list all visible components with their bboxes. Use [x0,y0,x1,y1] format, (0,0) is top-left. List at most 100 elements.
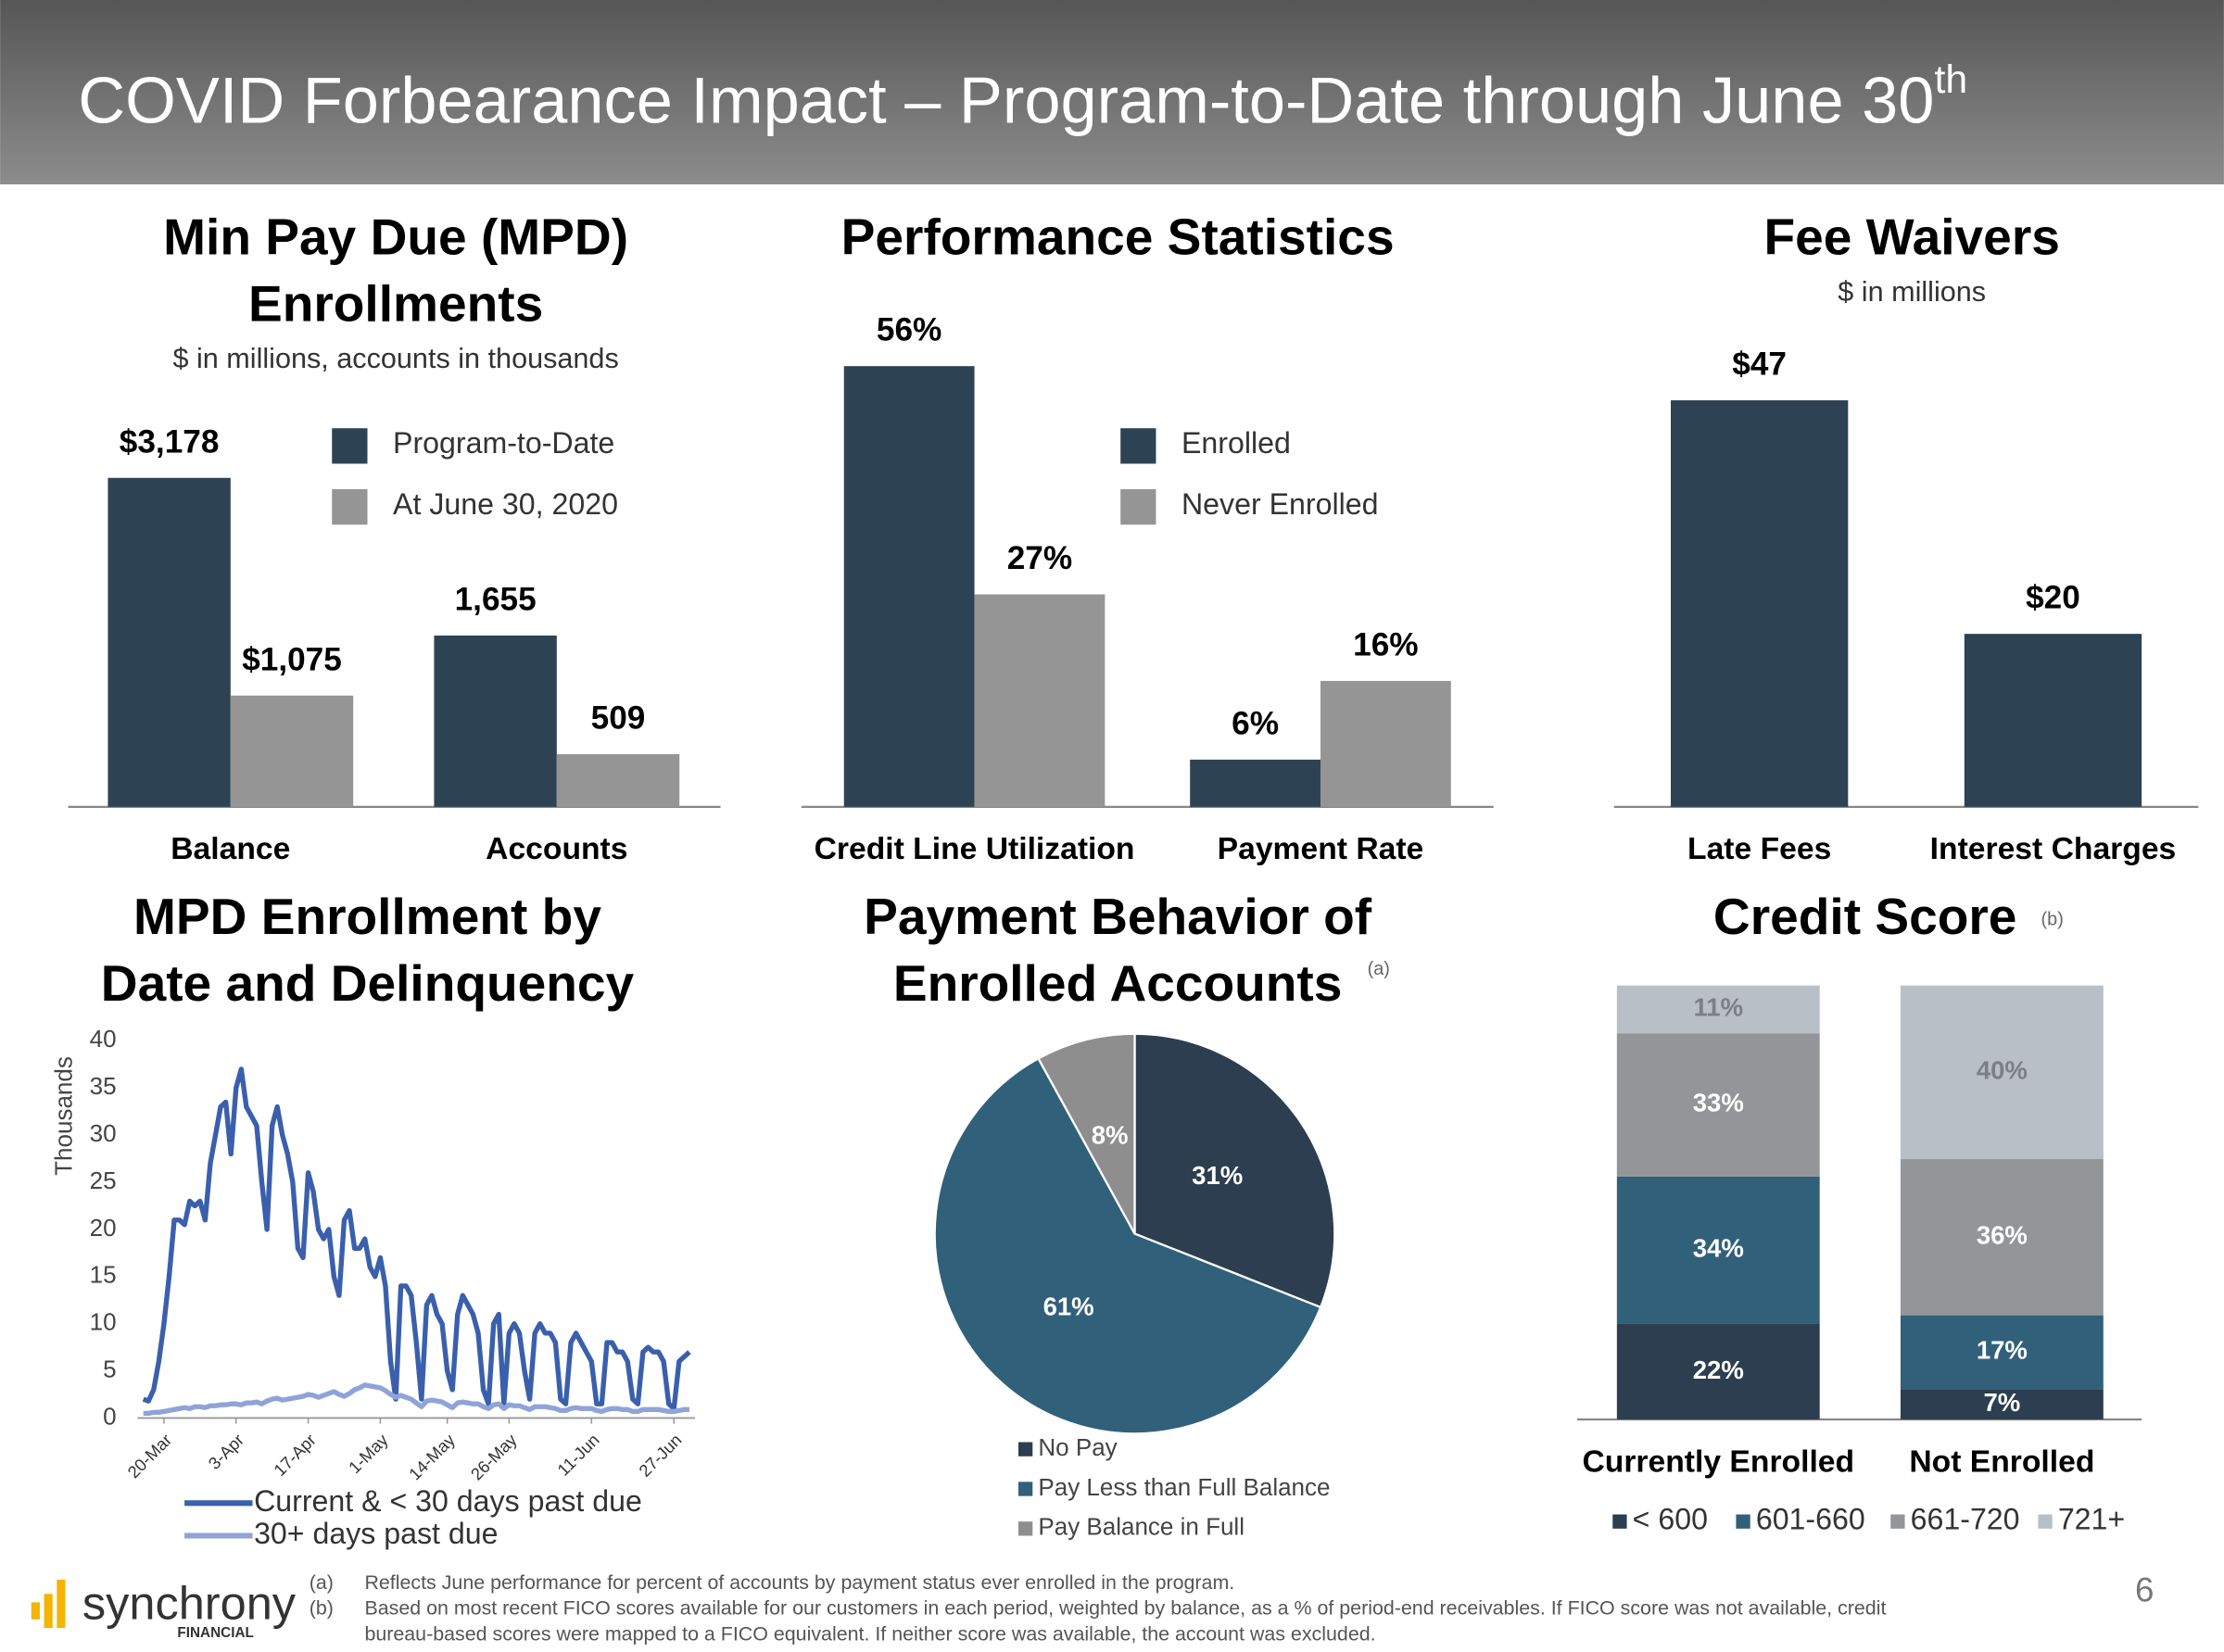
legend-swatch [1017,1521,1033,1536]
data-label: 31% [1192,1161,1243,1190]
title-note: (b) [2041,910,2064,930]
bar [1320,680,1451,807]
chart-title: Date and Delinquency [101,954,635,1012]
bar [1190,759,1320,807]
chart-title: Min Pay Due (MPD) [163,208,628,266]
legend-label: At June 30, 2020 [393,487,618,521]
x-tick-label: 3-Apr [205,1430,248,1473]
chart-subtitle: $ in millions [1838,276,1986,308]
x-tick-label: Balance [171,832,290,866]
bar [107,477,231,807]
chart-title: Performance Statistics [841,208,1395,266]
data-label: $20 [2026,580,2080,616]
data-label: 509 [591,700,646,737]
data-label: 1,655 [455,582,537,618]
data-label: 11% [1693,993,1743,1022]
data-label: 36% [1977,1221,2028,1250]
chart-subtitle: $ in millions, accounts in thousands [172,343,618,374]
footnote-marker: (b) [310,1597,334,1620]
title-superscript: th [1934,57,1967,102]
bar-segment [1900,1315,2104,1390]
bar-segment [1900,985,2104,1160]
legend-label: Program-to-Date [393,426,614,460]
chart-title: Credit Score [1713,888,2017,945]
legend-label: 661-720 [1911,1503,2020,1536]
legend-swatch [1120,489,1156,525]
data-label: $3,178 [120,423,220,460]
y-tick-label: 5 [103,1355,116,1382]
x-tick-label: Payment Rate [1218,832,1424,866]
chart-title: MPD Enrollment by [133,888,601,945]
chart-title: Enrolled Accounts [893,954,1343,1012]
legend-label: < 600 [1633,1503,1708,1536]
legend-label: No Pay [1038,1433,1117,1461]
data-label: 17% [1977,1336,2028,1365]
footnote-marker: (a) [310,1571,334,1594]
legend-swatch [332,489,368,525]
y-tick-label: 20 [90,1214,117,1242]
data-label: 34% [1693,1234,1744,1263]
line-series [143,1382,689,1417]
chart-title: Enrollments [248,275,543,333]
pie-slice [1036,1032,1136,1235]
legend-swatch [332,428,368,464]
x-tick-label: Late Fees [1687,832,1831,866]
data-label: 22% [1693,1356,1744,1384]
footnote-text: bureau-based scores were mapped to a FIC… [364,1622,1375,1645]
data-label: 7% [1983,1388,2020,1417]
footnote-text: Reflects June performance for percent of… [364,1571,1234,1594]
bar-segment [1900,1159,2104,1316]
y-tick-label: 25 [90,1166,117,1194]
legend-swatch [1890,1514,1905,1529]
bar [230,695,354,807]
bar-segment [1616,1176,1820,1324]
data-label: 40% [1977,1056,2028,1085]
legend-swatch [1120,428,1156,464]
bar [434,635,557,807]
y-axis-label: Thousands [49,1056,77,1176]
legend-swatch [2038,1514,2053,1529]
bar [1671,400,1849,807]
bar-segment [1616,1323,1820,1420]
bar-segment [1616,1033,1820,1177]
bar [843,366,975,807]
chart-title: Payment Behavior of [864,888,1372,945]
header-band [0,0,2224,184]
page-number: 6 [2135,1570,2154,1608]
legend-label: 721+ [2058,1503,2125,1536]
bar [974,594,1106,807]
y-tick-label: 10 [90,1308,117,1336]
x-tick-label: 1-May [345,1430,392,1477]
legend-swatch [1017,1482,1033,1496]
legend-label: 30+ days past due [254,1517,498,1550]
logo-sub: FINANCIAL [177,1625,253,1641]
x-tick-label: 14-May [405,1430,460,1484]
legend-swatch [1612,1514,1627,1529]
x-tick-label: Currently Enrolled [1582,1444,1854,1479]
legend-label: Enrolled [1182,426,1291,460]
footnote-text: Based on most recent FICO scores availab… [364,1597,1886,1620]
x-tick-label: Accounts [486,832,627,866]
slide-title: COVID Forbearance Impact – Program-to-Da… [78,57,1967,136]
bar-segment [1616,985,1820,1034]
legend-swatch [1017,1442,1033,1457]
data-label: 61% [1043,1293,1094,1321]
data-label: 56% [877,312,941,348]
y-tick-label: 40 [90,1025,117,1053]
legend-label: Never Enrolled [1182,487,1378,521]
data-label: 6% [1232,705,1279,741]
x-tick-label: 11-Jun [553,1430,603,1480]
line-series [142,1066,691,1411]
legend-label: Pay Less than Full Balance [1038,1473,1330,1501]
x-tick-label: Credit Line Utilization [815,832,1135,866]
x-tick-label: 17-Apr [270,1430,320,1480]
logo: synchrony [82,1576,297,1629]
x-tick-label: Not Enrolled [1909,1444,2094,1479]
legend-label: Current & < 30 days past due [254,1484,642,1518]
y-tick-label: 35 [90,1072,117,1100]
legend-label: Pay Balance in Full [1038,1513,1245,1541]
logo-mark [31,1579,66,1628]
bar [556,753,680,807]
